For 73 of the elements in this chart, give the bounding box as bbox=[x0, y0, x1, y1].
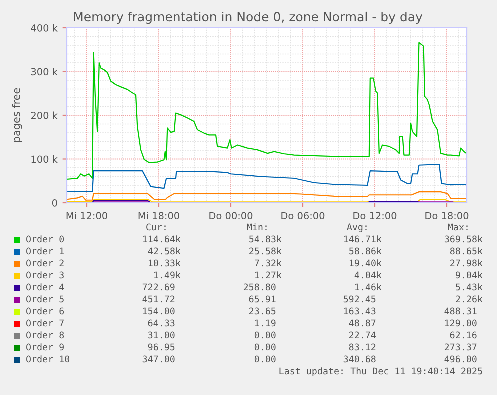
legend-label: Order 4 bbox=[26, 284, 64, 291]
legend-label: Order 5 bbox=[26, 296, 64, 303]
text: 64.33 bbox=[148, 320, 175, 327]
text: 7.32k bbox=[255, 260, 282, 267]
text: 65.91 bbox=[249, 296, 276, 303]
text: Avg: bbox=[347, 224, 367, 232]
text: 23.65 bbox=[249, 308, 276, 315]
legend-label: Order 9 bbox=[26, 344, 64, 351]
legend-label: Order 0 bbox=[26, 236, 64, 243]
text: 0.00 bbox=[254, 332, 276, 339]
text: 96.95 bbox=[148, 344, 175, 351]
y-tick-label: 400 k bbox=[31, 24, 58, 32]
text: 347.00 bbox=[142, 356, 175, 363]
text: 10.33k bbox=[148, 260, 181, 267]
text: 22.74 bbox=[349, 332, 376, 339]
text: 88.65k bbox=[450, 248, 483, 255]
text: 1.49k bbox=[154, 272, 181, 279]
text: 5.43k bbox=[456, 284, 483, 291]
text: 42.58k bbox=[148, 248, 181, 255]
text: 340.68 bbox=[344, 356, 376, 363]
legend-label: Order 3 bbox=[26, 272, 64, 279]
text: 258.80 bbox=[244, 284, 276, 291]
text: 154.00 bbox=[143, 308, 175, 315]
legend-label: Order 6 bbox=[26, 308, 64, 315]
text: Cur: bbox=[146, 224, 166, 231]
text: 1.46k bbox=[356, 284, 382, 291]
text: Last update: Thu Dec 11 19:40:14 2025 bbox=[280, 368, 482, 376]
y-tick-label: 200 k bbox=[31, 112, 58, 120]
x-tick-label: Do 18:00 bbox=[426, 212, 469, 220]
text: Max: bbox=[448, 224, 468, 231]
y-tick-label: 100 k bbox=[32, 156, 58, 164]
legend-label: Order 10 bbox=[26, 356, 70, 363]
text: 2.26k bbox=[456, 296, 483, 303]
text: 496.00 bbox=[444, 356, 477, 363]
y-axis-title: pages free bbox=[12, 88, 22, 142]
text: 25.58k bbox=[250, 248, 282, 255]
x-tick-label: Do 00:00 bbox=[210, 212, 253, 220]
y-tick-label: 300 k bbox=[31, 68, 58, 76]
text: 54.83k bbox=[250, 236, 282, 243]
y-tick-label: 0 bbox=[52, 199, 58, 207]
text: 722.69 bbox=[142, 284, 175, 291]
text: 27.98k bbox=[450, 260, 483, 267]
text: 114.64k bbox=[143, 236, 181, 243]
text: 58.86k bbox=[350, 248, 382, 255]
x-tick-label: Do 06:00 bbox=[282, 212, 325, 220]
text: 592.45 bbox=[344, 296, 376, 303]
text: 451.72 bbox=[142, 296, 175, 303]
legend-label: Order 2 bbox=[26, 260, 64, 267]
text: 31.00 bbox=[148, 332, 175, 339]
text: 369.58k bbox=[444, 236, 483, 243]
text: 0.00 bbox=[254, 344, 276, 351]
text: 488.31 bbox=[444, 308, 477, 315]
legend-label: Order 8 bbox=[26, 332, 64, 339]
text: Min: bbox=[247, 224, 267, 231]
text: 0.00 bbox=[254, 356, 276, 363]
text: 273.37 bbox=[444, 344, 477, 351]
text: 83.12 bbox=[349, 344, 376, 351]
text: 163.43 bbox=[344, 308, 376, 315]
legend-label: Order 1 bbox=[26, 248, 64, 255]
text: 9.04k bbox=[456, 272, 483, 279]
text: 62.16 bbox=[450, 332, 477, 339]
text: 1.19 bbox=[255, 320, 276, 327]
x-tick-label: Do 12:00 bbox=[354, 212, 397, 220]
text: 129.00 bbox=[445, 320, 477, 327]
x-tick-label: Mi 18:00 bbox=[138, 212, 180, 220]
text: 48.87 bbox=[349, 320, 376, 327]
text: 19.40k bbox=[350, 260, 382, 267]
legend-label: Order 7 bbox=[26, 320, 64, 327]
text: 1.27k bbox=[256, 272, 282, 279]
text: 146.71k bbox=[344, 236, 382, 243]
x-tick-label: Mi 12:00 bbox=[66, 212, 108, 220]
text: 4.04k bbox=[354, 272, 382, 279]
chart-title: Memory fragmentation in Node 0, zone Normal - by day bbox=[74, 12, 423, 24]
